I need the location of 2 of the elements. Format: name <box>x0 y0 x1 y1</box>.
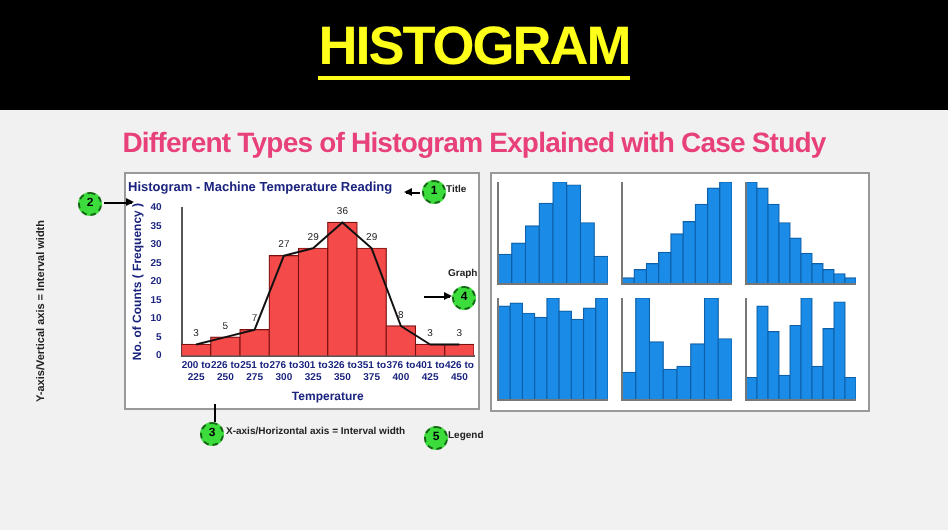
text: HISTOGRAM <box>318 16 630 80</box>
text: Different Types of Histogram Explained with Case Study <box>120 126 828 158</box>
